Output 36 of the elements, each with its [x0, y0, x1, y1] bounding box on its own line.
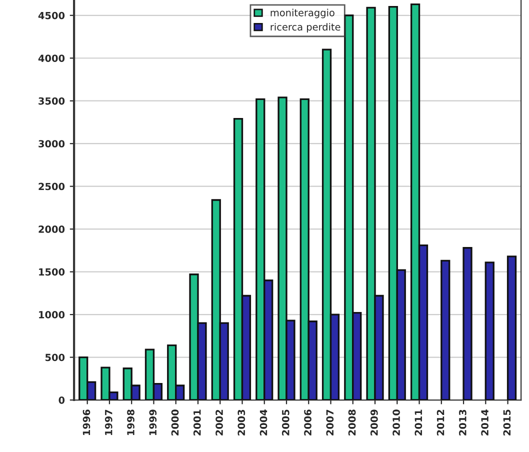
bar: [440, 260, 450, 400]
x-tick-label: 1998: [127, 410, 134, 436]
legend-label: ricerca perdite: [270, 23, 340, 32]
y-tick-label: 2000: [38, 226, 65, 233]
y-tick-label: 2500: [38, 182, 65, 190]
x-tick-label: 1996: [82, 410, 90, 436]
y-tick-label: 3000: [38, 140, 65, 148]
x-tick-label: 2010: [392, 410, 400, 436]
bar: [462, 247, 472, 400]
x-tick-label: 2014: [481, 409, 488, 436]
x-tick-label: 2008: [348, 410, 356, 436]
x-tick-label: 2009: [370, 410, 378, 436]
x-tick-label: 2013: [458, 410, 466, 436]
x-tick-label: 1999: [149, 410, 157, 436]
y-tick-label: 1000: [39, 311, 65, 318]
x-tick-label: 2001: [193, 410, 201, 436]
x-tick-label: 2002: [216, 410, 223, 436]
y-tick-label: 1500: [39, 268, 65, 276]
x-tick-label: 1997: [104, 410, 112, 436]
y-tick-label: 500: [45, 354, 65, 362]
x-tick-label: 2007: [326, 410, 334, 436]
y-tick-label: 0: [58, 396, 65, 404]
x-tick-label: 2015: [503, 410, 511, 436]
x-tick-label: 2011: [414, 410, 422, 436]
y-tick-label: 4500: [38, 12, 65, 20]
x-tick-label: 2000: [171, 410, 179, 436]
x-tick-label: 2012: [436, 410, 444, 436]
y-tick-label: 4000: [38, 54, 65, 62]
x-tick-label: 2005: [282, 410, 290, 436]
x-tick-label: 2006: [304, 410, 312, 436]
x-tick-label: 2004: [260, 409, 268, 436]
y-tick-label: 3500: [38, 97, 65, 105]
x-tick-label: 2003: [238, 410, 246, 436]
bar: [506, 256, 517, 400]
legend-label: moniteraggio: [270, 8, 334, 18]
bar: [484, 262, 494, 400]
